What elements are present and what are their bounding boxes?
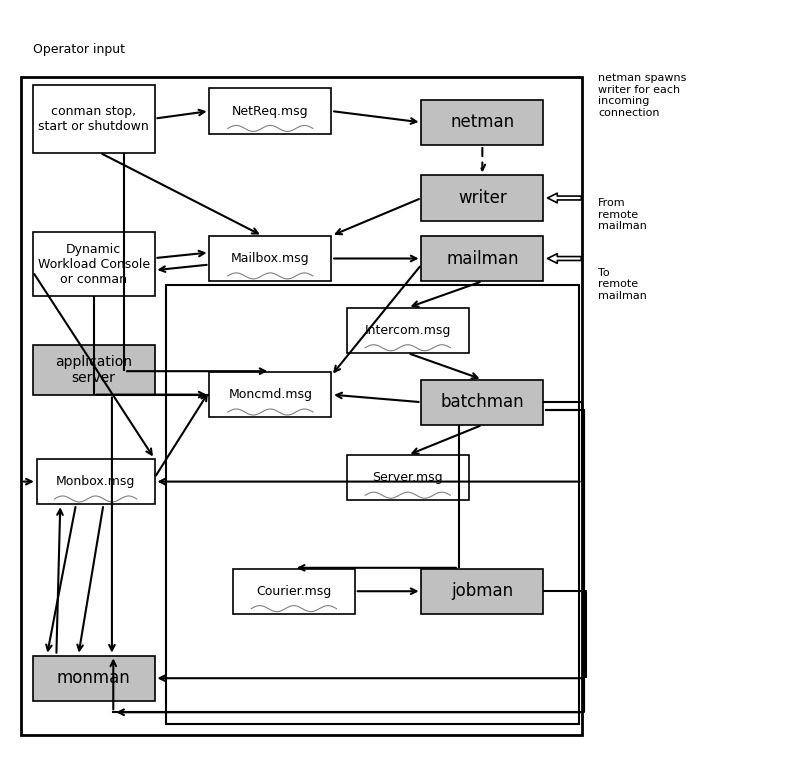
Text: Moncmd.msg: Moncmd.msg: [229, 388, 312, 401]
Text: netman: netman: [450, 113, 515, 131]
FancyBboxPatch shape: [210, 236, 331, 281]
Text: Intercom.msg: Intercom.msg: [365, 324, 451, 337]
FancyBboxPatch shape: [233, 568, 355, 614]
FancyBboxPatch shape: [347, 307, 469, 353]
Text: jobman: jobman: [452, 582, 514, 600]
Text: batchman: batchman: [440, 393, 524, 411]
Text: conman stop,
start or shutdown: conman stop, start or shutdown: [39, 105, 149, 133]
FancyBboxPatch shape: [210, 88, 331, 134]
Text: Monbox.msg: Monbox.msg: [56, 475, 136, 488]
Text: Server.msg: Server.msg: [373, 471, 443, 484]
Text: mailman: mailman: [446, 250, 519, 267]
Text: Operator input: Operator input: [33, 43, 125, 56]
Text: Mailbox.msg: Mailbox.msg: [231, 252, 310, 265]
Text: To
remote
mailman: To remote mailman: [598, 268, 647, 301]
FancyBboxPatch shape: [422, 175, 543, 221]
Text: netman spawns
writer for each
incoming
connection: netman spawns writer for each incoming c…: [598, 73, 686, 118]
Text: Courier.msg: Courier.msg: [256, 584, 332, 598]
FancyBboxPatch shape: [422, 380, 543, 425]
FancyBboxPatch shape: [210, 372, 331, 417]
Text: application
server: application server: [55, 355, 132, 385]
Text: writer: writer: [458, 189, 507, 207]
FancyBboxPatch shape: [33, 84, 154, 153]
Text: NetReq.msg: NetReq.msg: [232, 105, 309, 118]
FancyBboxPatch shape: [33, 232, 154, 296]
FancyBboxPatch shape: [33, 345, 154, 395]
FancyBboxPatch shape: [347, 455, 469, 500]
FancyBboxPatch shape: [37, 459, 154, 504]
FancyBboxPatch shape: [422, 99, 543, 145]
FancyBboxPatch shape: [422, 568, 543, 614]
Text: Dynamic
Workload Console
or conman: Dynamic Workload Console or conman: [38, 243, 150, 285]
Text: monman: monman: [57, 669, 131, 687]
Text: From
remote
mailman: From remote mailman: [598, 198, 647, 231]
FancyBboxPatch shape: [422, 236, 543, 281]
FancyBboxPatch shape: [33, 656, 154, 701]
